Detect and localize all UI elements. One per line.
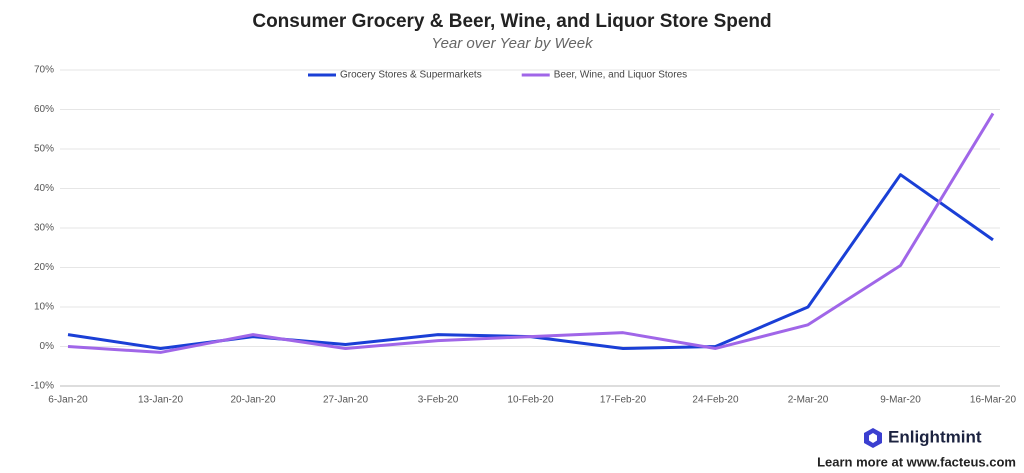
x-tick-label: 2-Mar-20 — [788, 395, 829, 406]
y-tick-label: 70% — [34, 65, 54, 76]
x-tick-label: 6-Jan-20 — [48, 395, 88, 406]
y-tick-label: 0% — [40, 341, 55, 352]
y-tick-label: 30% — [34, 223, 54, 234]
x-tick-label: 10-Feb-20 — [507, 395, 554, 406]
chart-subtitle: Year over Year by Week — [431, 35, 594, 52]
series-line — [67, 112, 995, 354]
y-tick-label: 10% — [34, 302, 54, 313]
legend-label: Grocery Stores & Supermarkets — [340, 70, 482, 81]
x-tick-label: 17-Feb-20 — [600, 395, 647, 406]
x-tick-label: 16-Mar-20 — [970, 395, 1017, 406]
x-tick-label: 9-Mar-20 — [880, 395, 921, 406]
y-tick-label: 20% — [34, 262, 54, 273]
y-tick-label: 50% — [34, 144, 54, 155]
brand-logo — [864, 428, 882, 448]
series-line — [67, 173, 994, 350]
chart-title: Consumer Grocery & Beer, Wine, and Liquo… — [252, 11, 771, 32]
x-tick-label: 20-Jan-20 — [230, 395, 275, 406]
brand-link[interactable]: Learn more at www.facteus.com — [817, 454, 1016, 469]
y-tick-label: 60% — [34, 104, 54, 115]
x-tick-label: 3-Feb-20 — [418, 395, 459, 406]
legend-label: Beer, Wine, and Liquor Stores — [554, 70, 687, 81]
y-tick-label: 40% — [34, 183, 54, 194]
x-tick-label: 13-Jan-20 — [138, 395, 183, 406]
y-tick-label: -10% — [31, 381, 54, 392]
x-tick-label: 24-Feb-20 — [692, 395, 739, 406]
x-tick-label: 27-Jan-20 — [323, 395, 368, 406]
brand-name: Enlightmint — [888, 427, 982, 446]
